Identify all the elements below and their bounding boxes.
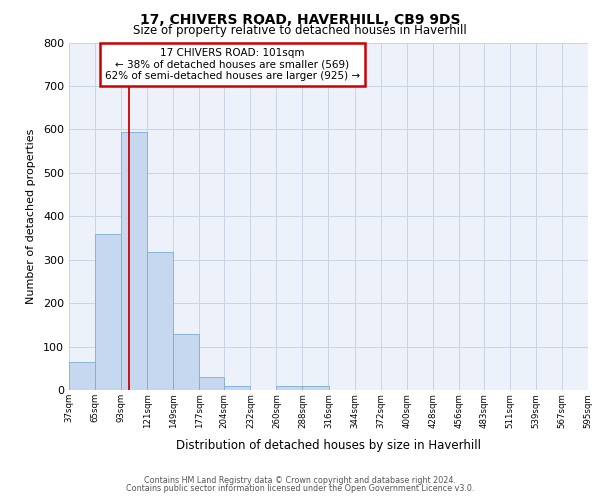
Bar <box>69 362 95 390</box>
Text: 17, CHIVERS ROAD, HAVERHILL, CB9 9DS: 17, CHIVERS ROAD, HAVERHILL, CB9 9DS <box>140 12 460 26</box>
Y-axis label: Number of detached properties: Number of detached properties <box>26 128 36 304</box>
X-axis label: Distribution of detached houses by size in Haverhill: Distribution of detached houses by size … <box>176 439 481 452</box>
Bar <box>121 132 147 390</box>
Bar <box>147 252 173 390</box>
Bar <box>173 334 199 390</box>
Bar <box>302 386 329 390</box>
Text: Contains HM Land Registry data © Crown copyright and database right 2024.: Contains HM Land Registry data © Crown c… <box>144 476 456 485</box>
Bar <box>224 386 250 390</box>
Bar <box>95 234 121 390</box>
Text: Contains public sector information licensed under the Open Government Licence v3: Contains public sector information licen… <box>126 484 474 493</box>
Bar <box>277 386 302 390</box>
Bar <box>199 377 224 390</box>
Text: 17 CHIVERS ROAD: 101sqm
← 38% of detached houses are smaller (569)
62% of semi-d: 17 CHIVERS ROAD: 101sqm ← 38% of detache… <box>105 48 360 81</box>
Text: Size of property relative to detached houses in Haverhill: Size of property relative to detached ho… <box>133 24 467 37</box>
